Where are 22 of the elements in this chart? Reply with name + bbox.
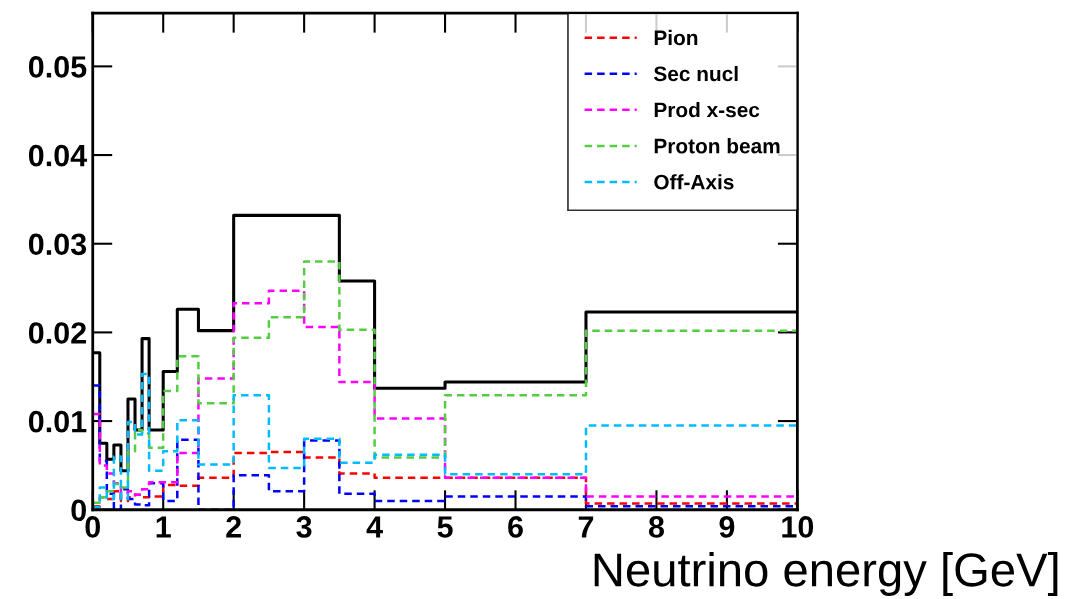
- x-tick-label: 3: [296, 516, 312, 538]
- legend-label: Pion: [654, 29, 698, 46]
- y-tick-label: 0.01: [28, 410, 87, 433]
- legend-label: Proton beam: [654, 138, 780, 154]
- y-tick-label: 0.04: [28, 144, 88, 167]
- x-axis-title: Neutrino energy [GeV]: [594, 551, 1058, 597]
- x-tick-label: 6: [508, 516, 523, 538]
- x-tick-label: 9: [719, 516, 735, 538]
- y-tick-label: 0.02: [28, 322, 86, 344]
- legend-label: Prod x-sec: [654, 102, 760, 118]
- y-tick-label: 0: [71, 499, 86, 522]
- legend-label: Sec nucl: [653, 65, 738, 82]
- y-tick-label: 0.05: [28, 56, 87, 78]
- x-tick-label: 4: [366, 516, 383, 538]
- legend-label: Off-Axis: [654, 174, 734, 190]
- x-tick-label: 5: [437, 516, 453, 538]
- x-tick-label: 2: [226, 516, 241, 538]
- y-tick-label: 0.03: [28, 233, 87, 256]
- x-tick-label: 1: [156, 516, 171, 538]
- x-tick-label: 7: [578, 516, 594, 538]
- x-tick-label: 8: [648, 516, 664, 538]
- x-tick-label: 10: [782, 516, 814, 538]
